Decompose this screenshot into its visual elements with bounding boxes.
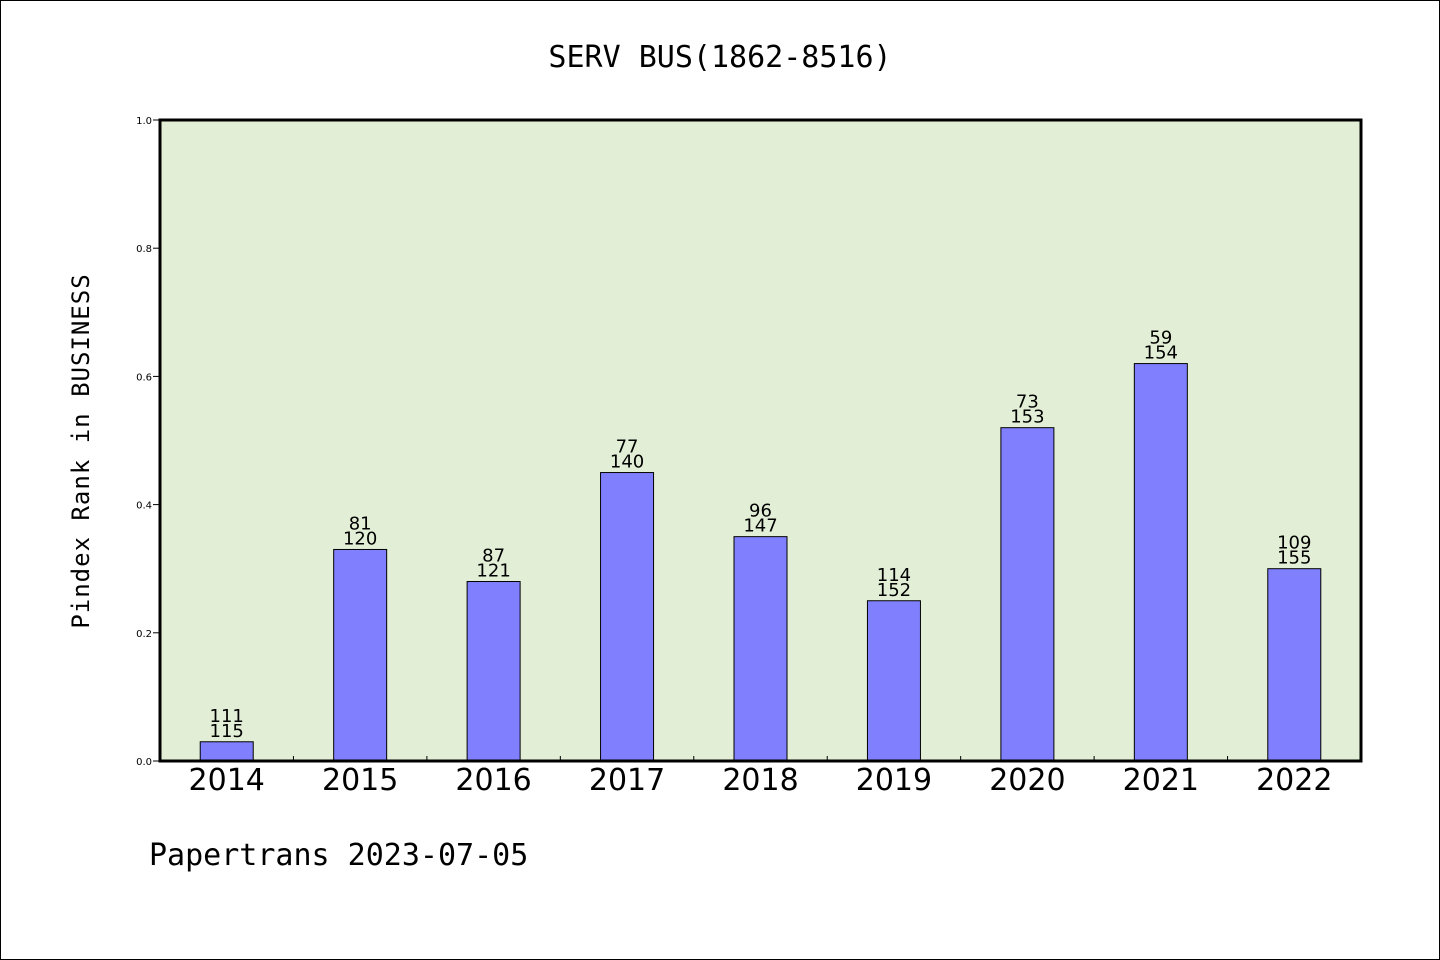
data-label-bottom: 155 [1277, 548, 1311, 569]
plot-frame [158, 118, 1363, 763]
y-tick-label: 0.2 [136, 629, 152, 640]
footer-date: Papertrans 2023-07-05 [149, 838, 528, 873]
x-tick-label: 2020 [989, 763, 1065, 798]
x-tick-label: 2015 [322, 763, 398, 798]
y-tick-label: 0.4 [136, 501, 152, 512]
data-label-top: 114 [877, 565, 911, 586]
bar-2016 [466, 581, 521, 762]
y-tick-label: 0.8 [136, 244, 152, 255]
chart-marks: 0.00.20.40.60.81.01111152014811202015871… [136, 116, 1332, 798]
chart-title: SERV BUS(1862-8516) [548, 40, 891, 75]
data-label-top: 87 [482, 546, 505, 567]
data-label-bottom: 154 [1144, 343, 1178, 364]
x-tick-label: 2017 [589, 763, 665, 798]
x-tick-label: 2014 [189, 763, 265, 798]
y-tick-label: 0.6 [136, 372, 152, 383]
x-tick-label: 2021 [1123, 763, 1199, 798]
x-tick-label: 2019 [856, 763, 932, 798]
data-label-top: 81 [349, 513, 372, 534]
data-label-top: 109 [1277, 533, 1311, 554]
bar-2019 [866, 600, 921, 762]
data-label-bottom: 115 [210, 721, 244, 742]
x-tick-label: 2022 [1256, 763, 1332, 798]
data-label-bottom: 152 [877, 580, 911, 601]
x-tick-label: 2016 [455, 763, 531, 798]
data-label-top: 111 [210, 706, 244, 727]
y-axis-label: Pindex Rank in BUSINESS [67, 273, 95, 628]
data-label-top: 96 [749, 501, 772, 522]
data-label-top: 77 [616, 437, 639, 458]
data-label-bottom: 153 [1010, 407, 1044, 428]
bar-2018 [733, 536, 788, 762]
bar-2015 [333, 548, 388, 762]
y-tick-label: 0.0 [136, 757, 152, 768]
data-label-top: 59 [1149, 328, 1172, 349]
y-tick-label: 1.0 [136, 116, 152, 127]
data-label-top: 73 [1016, 392, 1039, 413]
data-label-bottom: 140 [610, 452, 644, 473]
bar-2017 [600, 472, 655, 762]
bar-2021 [1133, 363, 1188, 762]
x-tick-label: 2018 [722, 763, 798, 798]
data-label-bottom: 147 [743, 516, 777, 537]
data-label-bottom: 120 [343, 528, 377, 549]
bar-2014 [199, 741, 254, 762]
bar-2022 [1267, 568, 1322, 762]
data-label-bottom: 121 [476, 561, 510, 582]
bar-2020 [1000, 427, 1055, 762]
